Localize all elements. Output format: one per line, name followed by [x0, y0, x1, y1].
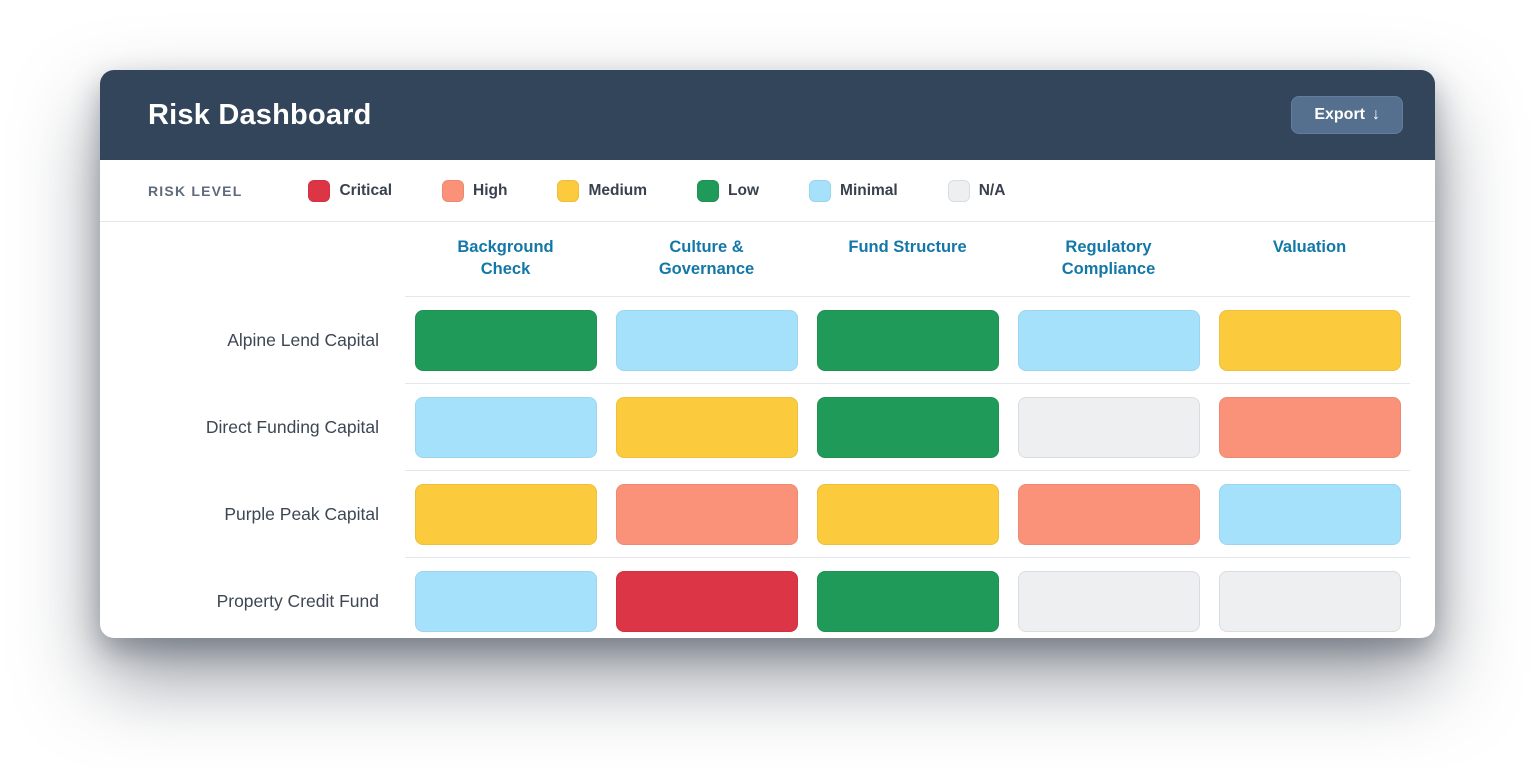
column-header-culture-governance: Culture & Governance: [658, 238, 755, 278]
risk-cell[interactable]: [816, 483, 999, 545]
column-header-fund-structure: Fund Structure: [848, 238, 967, 256]
legend-item-na: N/A: [947, 179, 1006, 202]
risk-cell[interactable]: [816, 570, 999, 632]
column-header-row: Background Check Culture & Governance Fu…: [100, 236, 1435, 296]
table-row: Purple Peak Capital: [100, 471, 1435, 557]
column-header-regulatory-compliance: Regulatory Compliance: [1061, 238, 1156, 278]
legend-item-medium: Medium: [557, 179, 648, 202]
risk-cell[interactable]: [1218, 483, 1401, 545]
legend-item-label: Critical: [339, 181, 393, 199]
column-header-valuation: Valuation: [1272, 238, 1347, 256]
risk-cell[interactable]: [816, 309, 999, 371]
legend-item-label: N/A: [978, 181, 1006, 199]
risk-cell[interactable]: [1218, 570, 1401, 632]
risk-cell[interactable]: [1017, 309, 1200, 371]
risk-cell[interactable]: [615, 570, 798, 632]
export-button-label: Export: [1314, 106, 1365, 123]
medium-swatch-icon: [557, 179, 580, 202]
critical-swatch-icon: [308, 179, 331, 202]
risk-cell[interactable]: [615, 309, 798, 371]
download-arrow-icon: ↓: [1372, 106, 1380, 123]
legend-item-label: Low: [728, 181, 760, 199]
legend-item-high: High: [442, 179, 508, 202]
row-divider: [405, 383, 1410, 384]
risk-cell[interactable]: [1017, 396, 1200, 458]
risk-cell[interactable]: [1218, 309, 1401, 371]
export-button[interactable]: Export ↓: [1291, 96, 1403, 134]
header-bar: Risk Dashboard Export ↓: [100, 70, 1435, 160]
risk-cell[interactable]: [615, 483, 798, 545]
header-underline: [405, 296, 1410, 297]
legend-item-label: Minimal: [840, 181, 898, 199]
risk-cell[interactable]: [414, 309, 597, 371]
row-label-direct-funding-capital: Direct Funding Capital: [205, 417, 379, 437]
row-divider: [405, 470, 1410, 471]
row-label-purple-peak-capital: Purple Peak Capital: [224, 504, 379, 524]
legend-title: RISK LEVEL: [148, 182, 243, 199]
table-row: Property Credit Fund: [100, 558, 1435, 638]
table-row: Alpine Lend Capital: [100, 297, 1435, 383]
legend-item-minimal: Minimal: [809, 179, 898, 202]
na-swatch-icon: [947, 179, 970, 202]
low-swatch-icon: [697, 179, 720, 202]
row-label-property-credit-fund: Property Credit Fund: [216, 591, 379, 611]
row-label-alpine-lend-capital: Alpine Lend Capital: [227, 330, 379, 350]
legend-item-label: High: [473, 181, 508, 199]
column-header-background-check: Background Check: [457, 238, 554, 278]
risk-dashboard-card: Risk Dashboard Export ↓ RISK LEVEL Criti…: [100, 70, 1435, 638]
high-swatch-icon: [442, 179, 465, 202]
risk-cell[interactable]: [615, 396, 798, 458]
risk-cell[interactable]: [816, 396, 999, 458]
risk-cell[interactable]: [414, 570, 597, 632]
row-divider: [405, 557, 1410, 558]
minimal-swatch-icon: [809, 179, 832, 202]
risk-cell[interactable]: [1218, 396, 1401, 458]
table-row: Direct Funding Capital: [100, 384, 1435, 470]
risk-cell[interactable]: [414, 396, 597, 458]
legend-item-critical: Critical: [308, 179, 393, 202]
legend-item-label: Medium: [588, 181, 648, 199]
page-title: Risk Dashboard: [148, 98, 372, 131]
risk-cell[interactable]: [1017, 570, 1200, 632]
risk-level-legend: RISK LEVEL Critical High Medium Low Mini…: [100, 160, 1435, 222]
risk-cell[interactable]: [1017, 483, 1200, 545]
risk-cell[interactable]: [414, 483, 597, 545]
legend-item-low: Low: [697, 179, 760, 202]
risk-matrix: Background Check Culture & Governance Fu…: [100, 222, 1435, 638]
